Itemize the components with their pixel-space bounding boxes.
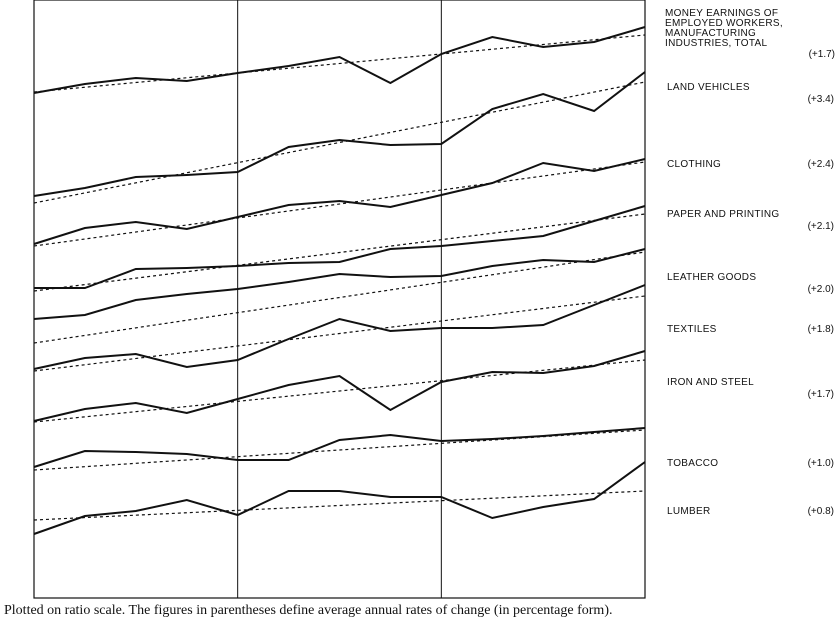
series-label-0-line-1: EMPLOYED WORKERS,	[665, 18, 783, 29]
series-rate-0: (+1.7)	[809, 49, 835, 60]
series-rate-4: (+2.0)	[808, 284, 834, 295]
series-label-0-line-0: MONEY EARNINGS OF	[665, 8, 778, 19]
trend-line-0	[33, 34, 646, 93]
series-label-1: LAND VEHICLES	[667, 82, 750, 93]
trend-line-1	[33, 81, 646, 204]
series-rate-3: (+2.1)	[808, 221, 834, 232]
series-label-6: IRON AND STEEL	[667, 377, 754, 388]
series-label-7: TOBACCO	[667, 458, 718, 469]
series-label-0-line-2: MANUFACTURING	[665, 28, 756, 39]
series-label-8: LUMBER	[667, 506, 710, 517]
series-line-2	[33, 158, 646, 245]
series-rate-1: (+3.4)	[808, 94, 834, 105]
series-rate-6: (+1.7)	[808, 389, 834, 400]
series-line-6	[33, 350, 646, 422]
series-line-7	[33, 427, 646, 468]
series-line-3	[34, 205, 646, 289]
series-label-3: PAPER AND PRINTING	[667, 209, 779, 220]
trend-line-6	[33, 359, 646, 423]
series-label-4: LEATHER GOODS	[667, 272, 756, 283]
plot-frame	[33, 0, 646, 599]
trend-line-4	[33, 251, 646, 344]
trend-line-2	[33, 161, 646, 247]
series-rate-5: (+1.8)	[808, 324, 834, 335]
series-rate-2: (+2.4)	[808, 159, 834, 170]
series-line-8	[33, 461, 646, 535]
series-rate-8: (+0.8)	[808, 506, 834, 517]
trend-line-3	[33, 213, 646, 292]
series-line-5	[33, 284, 646, 370]
trend-line-5	[33, 295, 646, 372]
series-line-0	[33, 26, 646, 94]
series-rate-7: (+1.0)	[808, 458, 834, 469]
series-line-4	[33, 248, 646, 320]
series-label-2: CLOTHING	[667, 159, 721, 170]
chart-caption: Plotted on ratio scale. The figures in p…	[4, 603, 613, 618]
series-label-0-line-3: INDUSTRIES, TOTAL	[665, 38, 767, 49]
series-line-1	[33, 71, 646, 197]
trend-line-7	[33, 429, 646, 471]
series-label-5: TEXTILES	[667, 324, 717, 335]
